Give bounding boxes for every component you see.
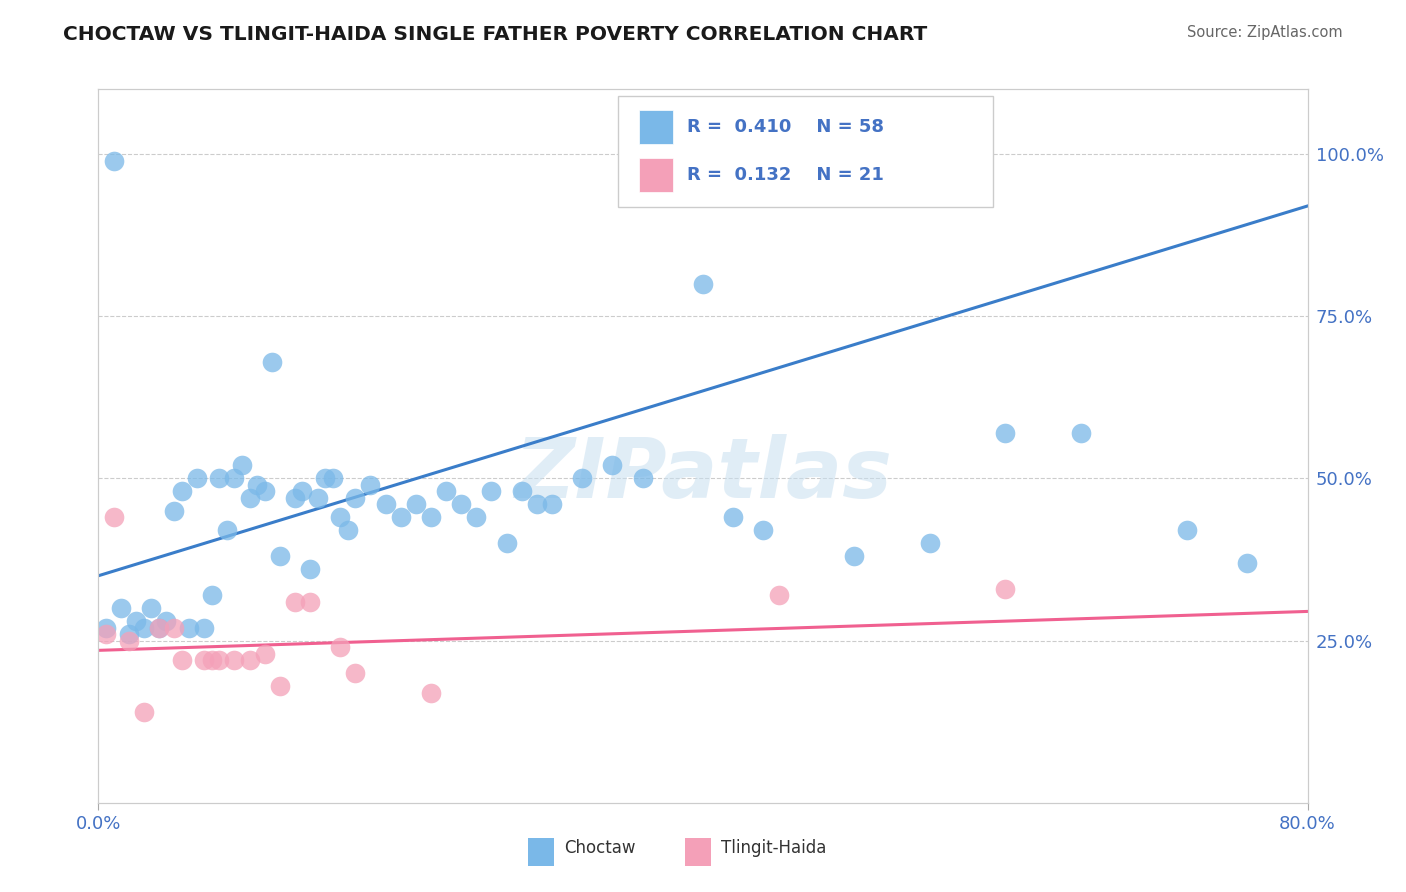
Point — [269, 679, 291, 693]
Point — [1236, 556, 1258, 570]
Point — [170, 653, 193, 667]
Point — [231, 458, 253, 473]
Point — [752, 524, 775, 538]
Point — [420, 685, 443, 699]
Point — [170, 484, 193, 499]
Point — [291, 484, 314, 499]
Point — [768, 588, 790, 602]
Point — [495, 536, 517, 550]
Point — [208, 471, 231, 485]
Point — [602, 458, 624, 473]
Point — [155, 614, 177, 628]
Point — [344, 666, 367, 681]
Point — [110, 601, 132, 615]
Point — [360, 478, 382, 492]
Point — [994, 582, 1017, 596]
Point — [239, 491, 262, 505]
Text: R =  0.132    N = 21: R = 0.132 N = 21 — [688, 166, 884, 184]
Point — [253, 647, 276, 661]
Point — [118, 627, 141, 641]
Point — [526, 497, 548, 511]
Point — [103, 510, 125, 524]
Point — [239, 653, 262, 667]
Point — [336, 524, 359, 538]
Point — [193, 621, 215, 635]
Point — [125, 614, 148, 628]
Point — [299, 562, 322, 576]
Point — [201, 653, 224, 667]
Text: ZIPatlas: ZIPatlas — [515, 434, 891, 515]
Point — [118, 633, 141, 648]
Point — [344, 491, 367, 505]
Point — [94, 621, 117, 635]
Point — [132, 705, 155, 719]
Point — [540, 497, 562, 511]
Point — [193, 653, 215, 667]
Point — [1175, 524, 1198, 538]
Point — [179, 621, 201, 635]
FancyBboxPatch shape — [527, 838, 554, 865]
Point — [465, 510, 488, 524]
Point — [284, 491, 307, 505]
Point — [329, 640, 352, 654]
Point — [307, 491, 329, 505]
FancyBboxPatch shape — [638, 158, 673, 192]
Point — [215, 524, 238, 538]
Point — [141, 601, 163, 615]
Point — [284, 595, 307, 609]
Point — [322, 471, 344, 485]
Point — [314, 471, 336, 485]
Point — [389, 510, 412, 524]
Point — [163, 504, 186, 518]
Point — [103, 153, 125, 168]
Point — [1070, 425, 1092, 440]
Point — [246, 478, 269, 492]
Point — [844, 549, 866, 564]
Point — [224, 653, 246, 667]
Point — [434, 484, 457, 499]
Point — [329, 510, 352, 524]
Point — [994, 425, 1017, 440]
Point — [405, 497, 427, 511]
Point — [571, 471, 593, 485]
Point — [253, 484, 276, 499]
Point — [132, 621, 155, 635]
Point — [631, 471, 654, 485]
Point — [723, 510, 745, 524]
Point — [94, 627, 117, 641]
Point — [201, 588, 224, 602]
Point — [918, 536, 941, 550]
Text: Source: ZipAtlas.com: Source: ZipAtlas.com — [1187, 25, 1343, 40]
Text: CHOCTAW VS TLINGIT-HAIDA SINGLE FATHER POVERTY CORRELATION CHART: CHOCTAW VS TLINGIT-HAIDA SINGLE FATHER P… — [63, 25, 928, 44]
Text: Choctaw: Choctaw — [564, 838, 636, 856]
Text: Tlingit-Haida: Tlingit-Haida — [721, 838, 827, 856]
FancyBboxPatch shape — [685, 838, 711, 865]
Point — [510, 484, 533, 499]
Point — [299, 595, 322, 609]
Point — [692, 277, 714, 291]
Text: R =  0.410    N = 58: R = 0.410 N = 58 — [688, 118, 884, 136]
FancyBboxPatch shape — [619, 96, 993, 207]
Point — [148, 621, 170, 635]
Point — [269, 549, 291, 564]
Point — [148, 621, 170, 635]
Point — [481, 484, 503, 499]
Point — [208, 653, 231, 667]
Point — [262, 354, 284, 368]
Point — [224, 471, 246, 485]
Point — [186, 471, 208, 485]
FancyBboxPatch shape — [638, 110, 673, 145]
Point — [374, 497, 396, 511]
Point — [420, 510, 443, 524]
Point — [163, 621, 186, 635]
Point — [450, 497, 472, 511]
